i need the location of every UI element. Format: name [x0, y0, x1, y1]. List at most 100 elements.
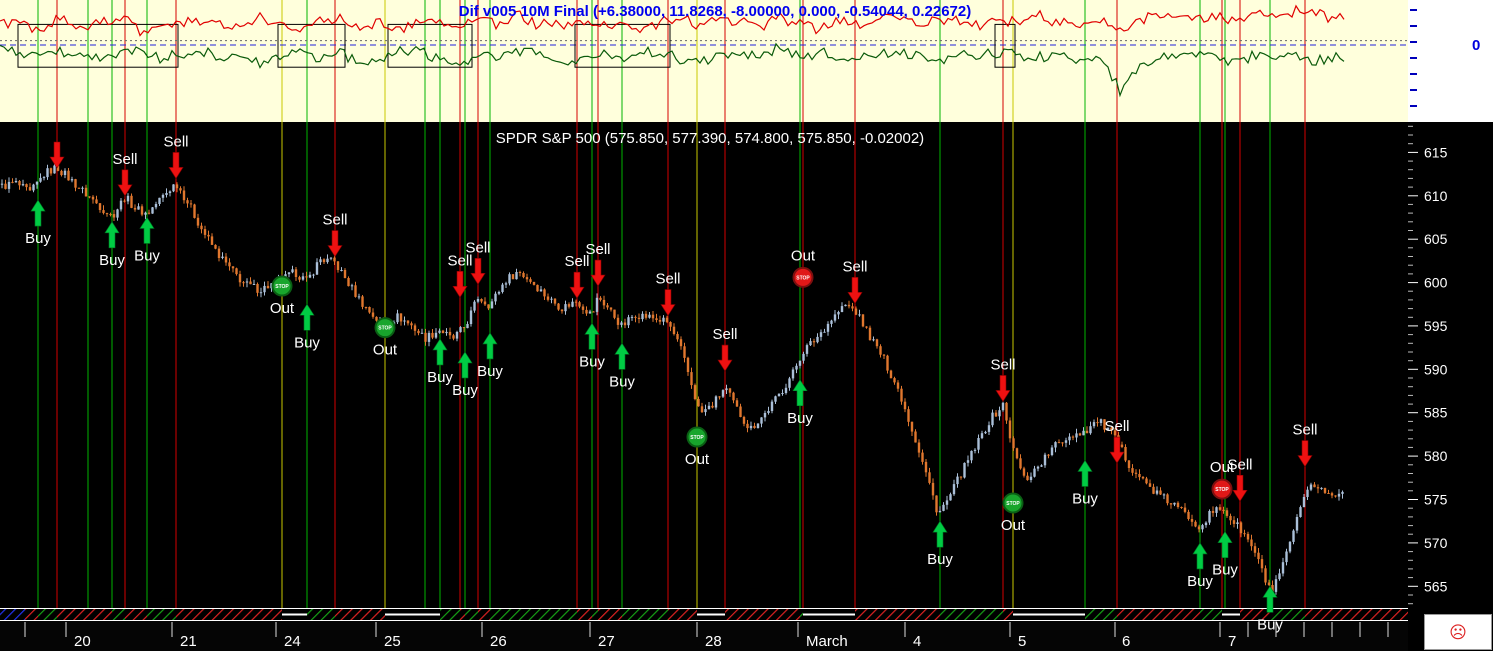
candle-body — [403, 320, 406, 322]
candle-body — [865, 326, 868, 328]
candle-body — [1166, 494, 1169, 504]
candle-body — [137, 206, 140, 210]
candle-body — [98, 203, 102, 210]
candle-body — [231, 266, 235, 269]
ribbon-segment — [1270, 609, 1305, 620]
candle-body — [1033, 468, 1036, 477]
price-title: SPDR S&P 500 (575.850, 577.390, 574.800,… — [496, 130, 924, 147]
candle-body — [847, 304, 851, 307]
ribbon-segment — [1200, 609, 1222, 620]
candle-body — [172, 184, 175, 192]
buy-label: Buy — [1257, 616, 1283, 633]
candle-body — [854, 308, 858, 315]
candle-body — [956, 476, 959, 485]
buy-arrow-icon — [299, 303, 315, 331]
candle-body — [560, 309, 564, 312]
time-axis[interactable] — [0, 621, 1408, 651]
candle-body — [364, 307, 368, 308]
candle-body — [788, 378, 791, 388]
status-smiley-box[interactable]: ☹ — [1424, 614, 1492, 650]
candle-body — [795, 365, 798, 370]
buy-arrow-icon — [792, 379, 808, 407]
date-label: 20 — [74, 633, 91, 650]
candle-body — [196, 217, 200, 226]
buy-label: Buy — [787, 410, 813, 427]
candle-body — [732, 392, 735, 401]
candle-body — [333, 257, 336, 262]
candle-body — [1001, 402, 1005, 411]
candle-body — [679, 339, 683, 347]
candle-body — [357, 296, 361, 298]
candle-body — [431, 332, 434, 338]
indicator-panel[interactable] — [0, 0, 1408, 122]
price-axis-label: 600 — [1424, 275, 1448, 291]
candle-body — [256, 284, 259, 293]
sell-label: Sell — [1227, 456, 1252, 473]
dif-slow-green — [0, 42, 1345, 98]
buy-label: Buy — [452, 382, 478, 399]
candle-body — [945, 500, 949, 505]
candle-body — [49, 168, 53, 174]
buy-arrow-icon — [1192, 542, 1208, 570]
candle-body — [298, 277, 301, 280]
candle-body — [189, 203, 193, 205]
candle-body — [1183, 507, 1187, 512]
ribbon-segment — [592, 609, 598, 620]
candle-body — [368, 307, 371, 313]
candle-body — [1253, 546, 1257, 553]
sell-arrow-icon — [1232, 474, 1248, 502]
candle-body — [1106, 427, 1110, 430]
candle-body — [1103, 419, 1106, 430]
candle-body — [879, 346, 882, 355]
candle-body — [781, 393, 784, 394]
candle-body — [476, 299, 480, 302]
buy-label: Buy — [477, 363, 503, 380]
candle-body — [1005, 402, 1008, 421]
candle-body — [924, 461, 928, 473]
candle-body — [700, 406, 704, 413]
candle-body — [1246, 533, 1250, 540]
sell-label: Sell — [842, 258, 867, 275]
price-panel[interactable] — [0, 122, 1408, 621]
date-label: 25 — [384, 633, 401, 650]
candle-body — [1309, 484, 1313, 490]
candle-body — [11, 181, 14, 183]
buy-label: Buy — [427, 369, 453, 386]
candle-body — [707, 405, 711, 410]
candle-body — [1085, 430, 1089, 434]
candle-body — [1180, 507, 1183, 508]
ribbon-segment — [465, 609, 478, 620]
candle-body — [693, 385, 697, 399]
price-axis-label: 610 — [1424, 188, 1448, 204]
indicator-axis[interactable] — [1408, 0, 1493, 122]
candle-body — [1113, 430, 1117, 436]
candle-body — [1159, 490, 1162, 495]
candle-body — [1267, 582, 1271, 585]
sell-arrow-icon — [1109, 436, 1125, 464]
candle-body — [147, 212, 151, 214]
candle-body — [620, 322, 623, 325]
candle-body — [1029, 476, 1033, 480]
sell-arrow-icon — [327, 230, 343, 258]
price-axis-label: 580 — [1424, 448, 1448, 464]
candle-body — [193, 204, 196, 218]
ribbon-segment — [307, 609, 335, 620]
candle-body — [161, 194, 165, 198]
price-axis[interactable] — [1408, 122, 1493, 651]
price-axis-label: 595 — [1424, 318, 1448, 334]
candle-body — [200, 225, 203, 230]
candle-body — [1260, 559, 1264, 569]
sell-arrow-icon — [995, 375, 1011, 403]
candle-body — [343, 270, 347, 278]
candle-body — [179, 188, 182, 191]
candle-body — [1061, 442, 1064, 444]
candle-body — [228, 262, 231, 267]
candle-body — [235, 268, 238, 275]
candle-body — [1225, 510, 1229, 516]
candle-body — [1008, 420, 1012, 439]
buy-label: Buy — [134, 247, 160, 264]
candle-body — [711, 405, 714, 408]
date-label: 21 — [180, 633, 197, 650]
candle-body — [445, 331, 448, 334]
